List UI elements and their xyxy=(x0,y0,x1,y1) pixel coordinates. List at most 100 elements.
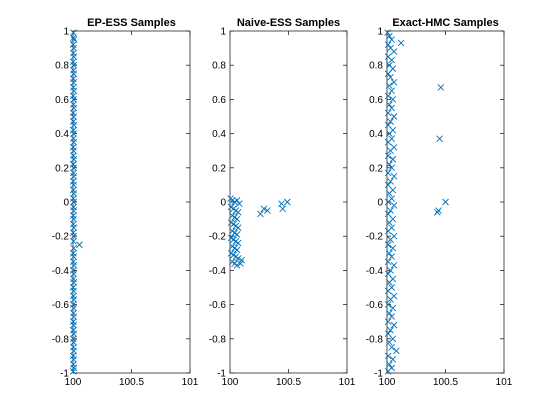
data-point xyxy=(70,207,78,214)
x-tick-label: 101 xyxy=(496,377,513,388)
data-point xyxy=(234,208,242,216)
data-point xyxy=(264,207,271,214)
data-point xyxy=(384,301,392,308)
data-point xyxy=(389,155,397,163)
y-tick-label: 0.6 xyxy=(369,95,383,106)
y-tick-label: 0.2 xyxy=(212,163,226,174)
data-point xyxy=(233,231,241,238)
data-point xyxy=(70,313,78,320)
data-point xyxy=(390,261,398,269)
data-point xyxy=(387,178,394,185)
data-point xyxy=(386,130,393,137)
data-point xyxy=(233,196,241,204)
data-point xyxy=(386,309,393,317)
data-point xyxy=(389,244,397,252)
y-tick-label: -0.8 xyxy=(52,334,70,345)
x-tick-label: 100.5 xyxy=(276,377,301,388)
x-tick-label: 100 xyxy=(65,377,82,388)
data-point xyxy=(70,29,77,37)
data-point xyxy=(390,48,398,55)
data-point xyxy=(69,367,77,375)
data-point xyxy=(70,270,77,278)
data-point xyxy=(390,78,398,86)
data-point xyxy=(387,118,394,125)
data-point xyxy=(70,347,78,355)
data-point xyxy=(384,198,392,206)
data-point xyxy=(384,70,392,78)
x-tick-label: 100 xyxy=(379,377,396,388)
data-point xyxy=(284,198,291,206)
y-tick-label: -0.4 xyxy=(52,266,70,277)
data-point xyxy=(389,304,397,312)
data-point xyxy=(387,236,394,243)
data-point xyxy=(70,238,77,245)
y-tick-label: -0.6 xyxy=(209,300,227,311)
data-point xyxy=(70,70,78,78)
data-point xyxy=(390,173,398,180)
data-point xyxy=(234,224,242,231)
data-point xyxy=(386,32,393,40)
y-tick-label: 0 xyxy=(220,198,226,209)
chart-title: EP-ESS Samples xyxy=(87,17,176,29)
data-point xyxy=(384,92,392,100)
data-point xyxy=(393,347,400,355)
axes-box xyxy=(229,30,348,374)
y-tick-label: -1 xyxy=(60,369,69,380)
data-point xyxy=(388,104,395,112)
y-tick-label: -0.2 xyxy=(209,232,227,243)
data-point xyxy=(384,227,392,235)
data-point xyxy=(70,61,77,69)
data-point xyxy=(70,113,77,120)
data-point xyxy=(384,241,392,249)
y-tick-label: 0.2 xyxy=(369,163,383,174)
chart-title: Exact-HMC Samples xyxy=(392,17,498,29)
data-point xyxy=(386,249,393,257)
subplot-1: EP-ESS Samples -1 -0.8 -0.6 -0.4 -0.2 0 0.2 0.4 0… xyxy=(52,17,199,388)
data-point xyxy=(257,210,264,218)
data-point xyxy=(384,169,392,177)
data-point xyxy=(387,296,394,303)
y-tick-label: -0.8 xyxy=(209,334,227,345)
y-tick-label: 0.2 xyxy=(55,163,69,174)
data-point xyxy=(278,200,285,208)
x-tick-label: 101 xyxy=(182,377,199,388)
data-point xyxy=(388,313,395,320)
data-point xyxy=(388,344,395,351)
y-tick-label: 1 xyxy=(377,27,383,38)
data-point xyxy=(384,29,391,37)
y-tick-label: -0.2 xyxy=(52,232,70,243)
data-point xyxy=(442,198,449,206)
data-point xyxy=(70,244,78,252)
data-point xyxy=(388,36,395,43)
data-point xyxy=(70,138,78,146)
data-point xyxy=(386,361,393,368)
y-tick-label: -0.4 xyxy=(209,266,227,277)
data-point xyxy=(384,152,392,160)
y-tick-label: 0 xyxy=(63,198,69,209)
data-point xyxy=(384,318,392,326)
x-tick-label: 100.5 xyxy=(119,377,144,388)
y-tick-label: 0.6 xyxy=(212,95,226,106)
y-tick-label: -0.2 xyxy=(366,232,384,243)
data-point xyxy=(386,161,393,168)
data-point xyxy=(70,356,77,363)
y-tick-label: 0 xyxy=(377,198,383,209)
y-tick-label: -0.4 xyxy=(366,266,384,277)
y-tick-label: -0.6 xyxy=(52,300,70,311)
y-tick-label: -1 xyxy=(374,369,383,380)
data-point xyxy=(387,207,394,214)
y-tick-label: 0.8 xyxy=(369,61,383,72)
data-point xyxy=(70,232,77,240)
y-tick-label: 1 xyxy=(220,27,226,38)
y-tick-label: -0.6 xyxy=(366,300,384,311)
data-point xyxy=(384,41,392,48)
data-point xyxy=(238,256,246,264)
data-point xyxy=(386,219,393,226)
data-point xyxy=(70,198,77,206)
data-point xyxy=(70,338,77,346)
data-point xyxy=(387,73,394,81)
data-point xyxy=(386,190,393,197)
data-point xyxy=(70,147,77,155)
data-point xyxy=(384,258,392,266)
